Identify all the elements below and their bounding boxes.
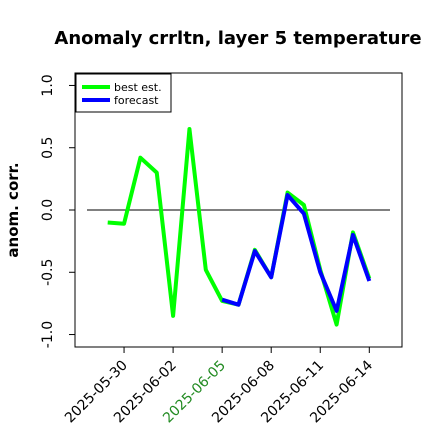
series-line [221, 193, 372, 313]
y-tick-label: 1.0 [40, 74, 56, 96]
y-tick-label: 0.5 [40, 137, 56, 159]
y-tick-label: 0.0 [40, 199, 56, 221]
legend-box [75, 73, 172, 113]
legend: best est.forecast [75, 73, 172, 113]
legend-label: best est. [114, 81, 162, 94]
y-tick-label: -0.5 [40, 259, 56, 286]
legend-label: forecast [114, 94, 159, 107]
chart-title: Anomaly crrltn, layer 5 temperature [54, 28, 421, 49]
y-axis-label: anom. corr. [4, 162, 22, 257]
y-tick-label: -1.0 [40, 321, 56, 348]
